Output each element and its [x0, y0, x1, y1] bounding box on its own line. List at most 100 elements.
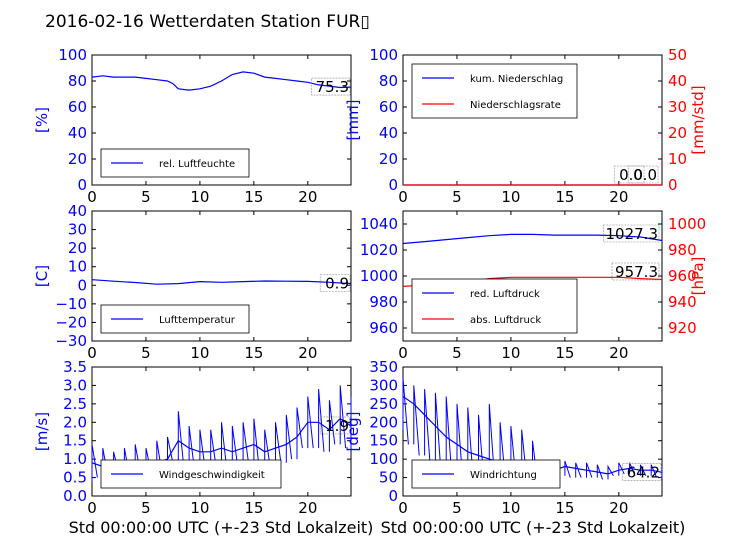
y-tick-label: 10 — [68, 258, 87, 276]
legend-entry: Niederschlagsrate — [470, 100, 561, 111]
y-tick-label: 20 — [68, 239, 87, 257]
chart-panel-4: 0 5 10 15 20 960 980 1000 1020 1040 920 940 960 980 10… — [360, 211, 707, 362]
series-line-lufttemperatur — [91, 279, 352, 285]
y-tick-label: 980 — [369, 293, 398, 311]
y-tick-label: 3.5 — [63, 358, 87, 376]
y-axis-label: [C] — [33, 265, 51, 287]
x-tick-label: 0 — [398, 344, 408, 362]
value-annotation-box — [611, 262, 660, 281]
x-tick-label: 0 — [398, 499, 408, 517]
y-tick-label: 2.0 — [63, 413, 87, 431]
panel-humidity — [91, 54, 352, 186]
value-annotation: 0.0 — [619, 166, 643, 184]
chart-panel-1: 0 5 10 15 20 0 20 40 60 80 100 [%] rel. Luftfeuchte 7… — [33, 46, 352, 206]
y2-tick-label: 1000 — [668, 215, 706, 233]
y-tick-label: 20 — [379, 150, 398, 168]
y2-tick-label: 920 — [668, 319, 697, 337]
y2-tick-label: 40 — [668, 72, 687, 90]
y-axis-label: [%] — [33, 107, 51, 133]
x-tick-label: 0 — [87, 188, 97, 206]
x-tick-label: 10 — [501, 344, 520, 362]
y-tick-label: 40 — [68, 202, 87, 220]
series-line-red-luftdruck — [402, 233, 663, 245]
y-axis-label: [mm] — [344, 100, 362, 141]
legend-entry: Lufttemperatur — [159, 315, 236, 326]
x-tick-label: 5 — [141, 499, 151, 517]
panel-wind-direction — [402, 366, 663, 497]
y-tick-label: 150 — [369, 432, 398, 450]
x-tick-label: 20 — [609, 344, 628, 362]
y-tick-label: 250 — [369, 395, 398, 413]
y-tick-label: 0.5 — [63, 469, 87, 487]
x-tick-label: 10 — [190, 188, 209, 206]
legend-box — [411, 63, 578, 119]
x-axis-label-left: Std 00:00:00 UTC (+-23 Std Lokalzeit) — [69, 518, 374, 537]
value-annotation-box — [319, 274, 351, 292]
value-annotation-box — [311, 77, 351, 96]
y-tick-label: 100 — [369, 450, 398, 468]
x-tick-label: 20 — [609, 188, 628, 206]
y-tick-label: 0 — [77, 276, 87, 294]
x-tick-label: 15 — [555, 188, 574, 206]
y-tick-label: 300 — [369, 376, 398, 394]
y-tick-label: 80 — [68, 72, 87, 90]
y-tick-label: −10 — [55, 295, 87, 313]
x-tick-label: 5 — [141, 188, 151, 206]
y-tick-label: 0 — [388, 176, 398, 194]
y-tick-label: 100 — [58, 46, 87, 64]
x-tick-label: 10 — [190, 499, 209, 517]
x-tick-label: 0 — [398, 188, 408, 206]
y2-tick-label: 980 — [668, 241, 697, 259]
y-tick-label: 1000 — [360, 267, 398, 285]
y-tick-label: 200 — [369, 413, 398, 431]
y-tick-label: −20 — [55, 313, 87, 331]
x-tick-label: 15 — [244, 344, 263, 362]
x-tick-label: 10 — [501, 499, 520, 517]
chart-panel-2: 0 5 10 15 20 0 20 40 60 80 100 0 10 20 30 40 50 [mm] [mm/s… — [344, 46, 707, 206]
y-tick-label: 1.5 — [63, 432, 87, 450]
value-annotation-box — [319, 416, 351, 435]
series-variation-windgeschwindigkeit — [91, 385, 352, 482]
series-line-rel-luftfeuchte — [91, 71, 352, 91]
x-tick-label: 20 — [609, 499, 628, 517]
y-tick-label: 40 — [379, 124, 398, 142]
x-tick-label: 10 — [501, 188, 520, 206]
y-tick-label: −30 — [55, 332, 87, 350]
x-tick-label: 0 — [87, 344, 97, 362]
x-tick-label: 15 — [244, 188, 263, 206]
value-annotation: 0.9 — [325, 275, 349, 293]
y-tick-label: 1040 — [360, 215, 398, 233]
value-annotation: 75.3 — [316, 78, 349, 96]
x-tick-label: 15 — [244, 499, 263, 517]
value-annotation: 1027.3 — [606, 225, 659, 243]
y2-tick-label: 20 — [668, 124, 687, 142]
y2-tick-label: 0 — [668, 176, 678, 194]
value-annotation: 64.2 — [627, 463, 660, 481]
y2-tick-label: 10 — [668, 150, 687, 168]
y-tick-label: 350 — [369, 358, 398, 376]
y2-axis-label: [hPa] — [689, 257, 707, 296]
chart-panel-5: 0 5 10 15 20 0.00.51.01.52.02.53.03.5 [m/s] Win… — [33, 358, 352, 517]
chart-panel-3: 0 5 10 15 20−30−20−10010203040[C]Lufttempera… — [33, 202, 352, 362]
y2-tick-label: 940 — [668, 293, 697, 311]
x-tick-label: 5 — [452, 499, 462, 517]
y-tick-label: 60 — [379, 98, 398, 116]
value-annotation: 0.0 — [633, 166, 657, 184]
legend-entry: rel. Luftfeuchte — [159, 159, 235, 170]
value-annotation-box — [627, 165, 659, 184]
y-tick-label: 1.0 — [63, 450, 87, 468]
y-tick-label: 100 — [369, 46, 398, 64]
legend-entry: abs. Luftdruck — [470, 315, 541, 326]
y-tick-label: 0 — [77, 176, 87, 194]
legend-entry: Windgeschwindigkeit — [159, 470, 265, 481]
x-tick-label: 5 — [452, 188, 462, 206]
value-annotation-box — [622, 463, 662, 481]
legend-entry: kum. Niederschlag — [470, 74, 563, 85]
x-tick-label: 10 — [190, 344, 209, 362]
y-tick-label: 0 — [388, 487, 398, 505]
x-tick-label: 20 — [298, 188, 317, 206]
x-tick-label: 5 — [452, 344, 462, 362]
y-tick-label: 3.0 — [63, 376, 87, 394]
x-axis-label-right: Std 00:00:00 UTC (+-23 Std Lokalzeit) — [381, 518, 686, 537]
